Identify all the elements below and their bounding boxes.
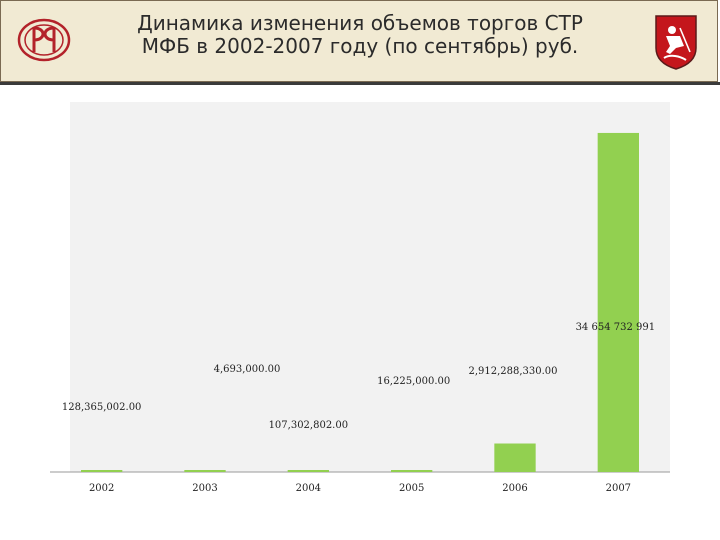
data-label-2005: 16,225,000.00 bbox=[377, 376, 450, 387]
bar-2006 bbox=[494, 443, 536, 472]
header-divider bbox=[0, 82, 720, 85]
data-label-2002: 128,365,002.00 bbox=[62, 402, 142, 413]
x-tick-label-2003: 2003 bbox=[192, 483, 217, 494]
slide-header bbox=[0, 0, 718, 82]
x-tick-label-2002: 2002 bbox=[89, 483, 114, 494]
data-label-2007: 34 654 732 991 bbox=[576, 322, 656, 333]
x-tick-label-2006: 2006 bbox=[502, 483, 527, 494]
data-label-2004: 107,302,802.00 bbox=[269, 420, 349, 431]
moscow-coat-of-arms-icon bbox=[654, 14, 698, 74]
bar-2005 bbox=[391, 470, 433, 472]
bar-2003 bbox=[184, 470, 226, 472]
x-tick-label-2007: 2007 bbox=[606, 483, 631, 494]
bar-2004 bbox=[287, 470, 329, 472]
bar-2002 bbox=[81, 470, 123, 472]
x-tick-label-2004: 2004 bbox=[296, 483, 321, 494]
mfb-logo-icon bbox=[16, 16, 72, 68]
data-label-2003: 4,693,000.00 bbox=[214, 364, 281, 375]
x-tick-label-2005: 2005 bbox=[399, 483, 424, 494]
page-title: Динамика изменения объемов торгов СТР МФ… bbox=[137, 11, 583, 58]
bar-2007 bbox=[597, 132, 639, 472]
data-label-2006: 2,912,288,330.00 bbox=[468, 366, 557, 377]
plot-area bbox=[70, 102, 670, 472]
